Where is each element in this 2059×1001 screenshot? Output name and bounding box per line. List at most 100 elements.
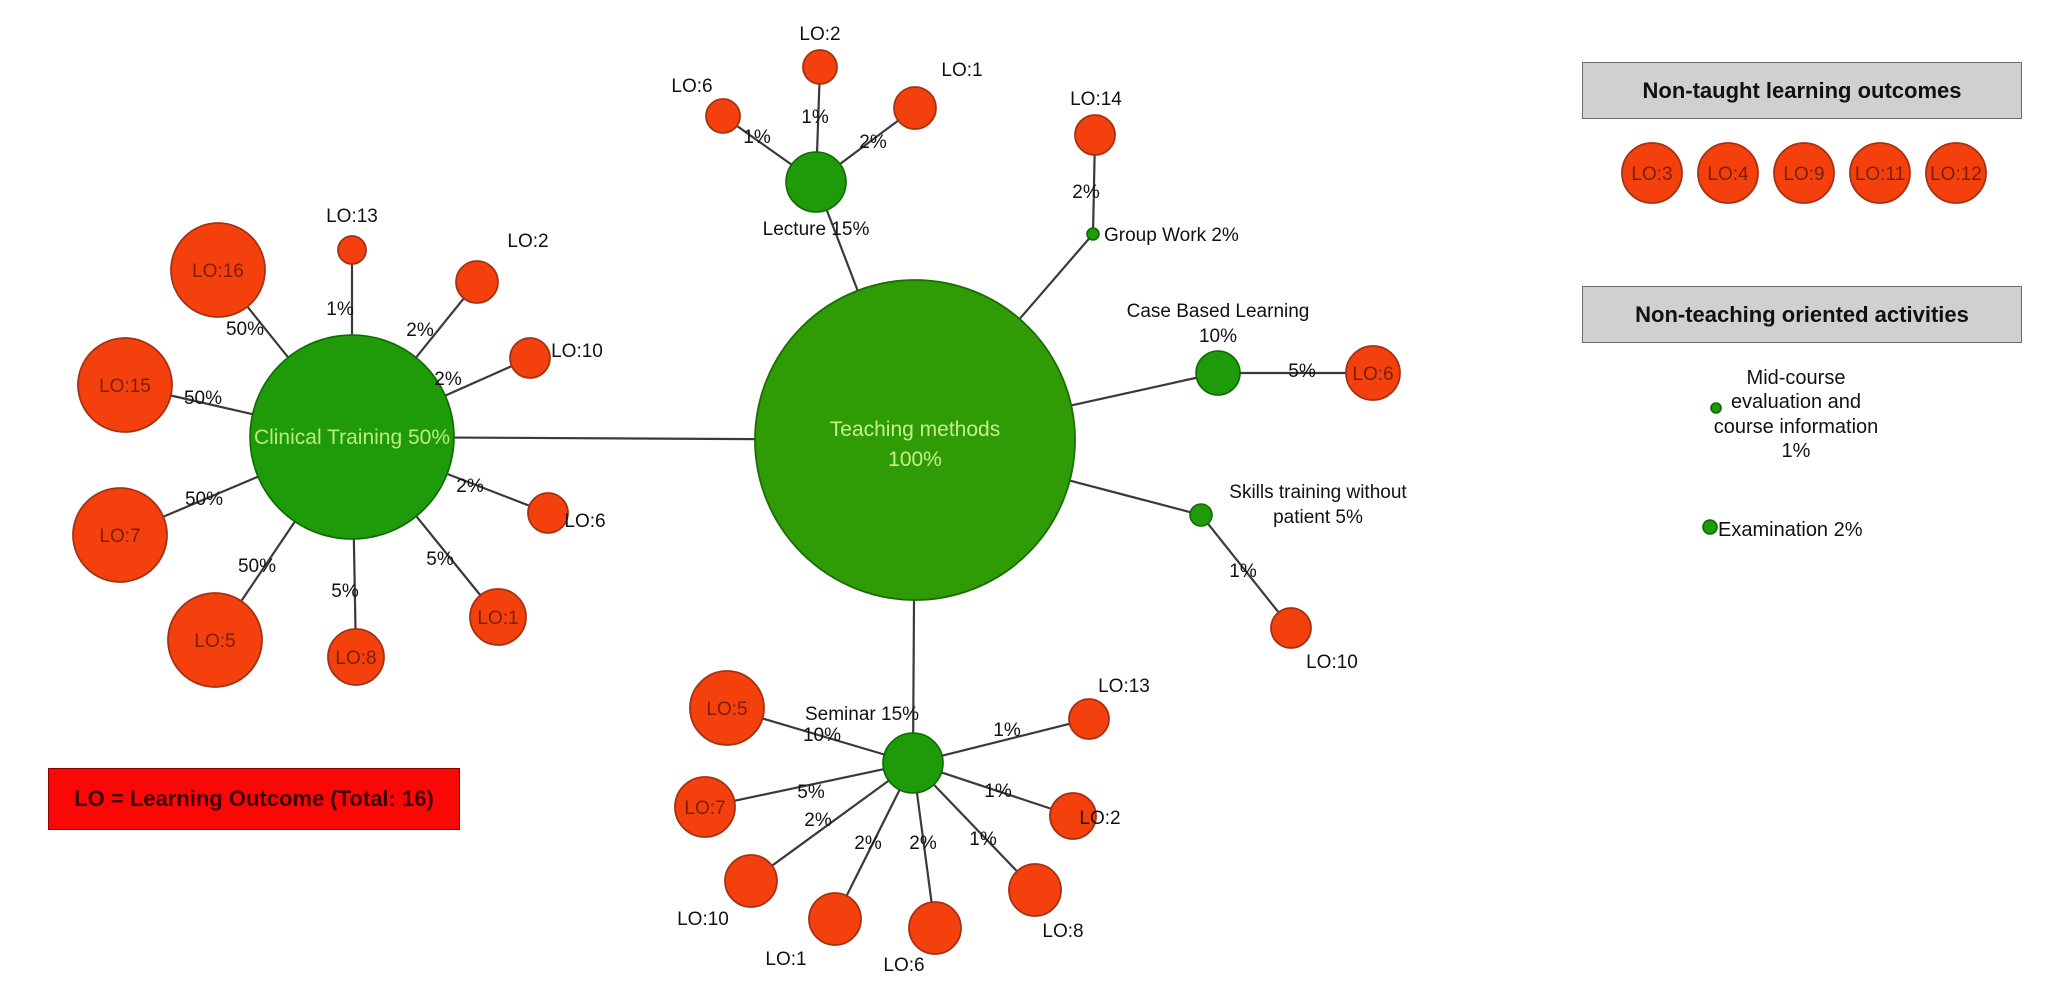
outcome-label-LO1-8: LO:1 <box>477 608 518 629</box>
outcome-label-LO10-15: LO:10 <box>1306 652 1358 673</box>
midcourse-line-2: evaluation and <box>1730 391 1862 414</box>
outcome-node-LO6-7[interactable] <box>527 492 569 534</box>
midcourse-line-1: Mid-course <box>1746 367 1846 389</box>
outcome-node-LO15-1[interactable] <box>77 337 173 433</box>
edge-percent-clinical-training-LO2-5: 2% <box>406 320 434 341</box>
panel-non-taught-learning-outcomes: Non-taught learning outcomes <box>1582 62 2022 119</box>
outcome-node-LO6-10[interactable] <box>705 98 741 134</box>
legend-dot-midcourse[interactable] <box>1710 402 1722 414</box>
edge-percent-seminar-LO1-19: 2% <box>854 833 882 854</box>
outcome-node-LO8-9[interactable] <box>327 628 385 686</box>
outcome-label-LO8-9: LO:8 <box>335 648 376 669</box>
outcome-label-LO6-20: LO:6 <box>883 955 924 976</box>
edge-seminar-LO5-16 <box>762 717 885 756</box>
edge-clinical-training-LO2-5 <box>415 297 465 359</box>
method-node-seminar[interactable] <box>882 732 944 794</box>
outcome-node-LO2-11[interactable] <box>802 49 838 85</box>
edge-clinical-training-LO6-7 <box>446 472 530 507</box>
edge-percent-skills-training-LO10-15: 1% <box>1229 561 1257 582</box>
legend-dot-examination[interactable] <box>1702 519 1718 535</box>
method-node-lecture[interactable] <box>785 151 847 213</box>
outcome-node-LO1-12[interactable] <box>893 86 937 130</box>
edge-seminar-LO10-18 <box>771 779 890 867</box>
outcome-label-LO7-2: LO:7 <box>99 526 140 547</box>
method-label-skills-training: Skills training without <box>1229 482 1407 503</box>
legend-outcome-label-LO11: LO:11 <box>1855 164 1905 185</box>
outcome-node-LO7-2[interactable] <box>72 487 168 583</box>
legend-outcome-node-LO11[interactable] <box>1849 142 1911 204</box>
label-layer: 50% LO:16 50% LO:15 50% LO:7 50% LO:5 1% LO:13 2% L… <box>99 24 1982 976</box>
outcome-node-LO14-13[interactable] <box>1074 114 1116 156</box>
outcome-node-LO13-23[interactable] <box>1068 698 1110 740</box>
outcome-node-LO10-15[interactable] <box>1270 607 1312 649</box>
edge-percent-case-based-learning-LO6-14: 5% <box>1288 361 1316 382</box>
outcome-node-LO6-14[interactable] <box>1345 345 1401 401</box>
outcome-node-LO2-22[interactable] <box>1049 792 1097 840</box>
edge-percent-seminar-LO2-22: 1% <box>984 781 1012 802</box>
legend-outcome-node-LO12[interactable] <box>1925 142 1987 204</box>
edge-root-skills-training <box>1069 479 1191 514</box>
edge-seminar-LO13-23 <box>941 722 1070 757</box>
outcome-node-LO1-8[interactable] <box>469 588 527 646</box>
method-node-skills-training[interactable] <box>1189 503 1213 527</box>
edge-seminar-LO6-20 <box>915 792 933 903</box>
root-label-line2: 100% <box>888 448 942 471</box>
midcourse-line-3: course information <box>1713 415 1879 438</box>
edge-layer <box>162 83 1346 903</box>
edge-lecture-LO6-10 <box>736 124 793 166</box>
legend-outcome-label-LO3: LO:3 <box>1631 164 1672 185</box>
edge-clinical-training-LO7-2 <box>162 475 259 518</box>
legend-outcome-node-LO9[interactable] <box>1773 142 1835 204</box>
outcome-node-LO8-21[interactable] <box>1008 863 1062 917</box>
edge-percent-clinical-training-LO15-1: 50% <box>184 388 222 409</box>
legend-lo-text: LO = Learning Outcome (Total: 16) <box>74 786 434 811</box>
edge-root-case-based-learning <box>1070 376 1197 407</box>
legend-outcome-node-LO3[interactable] <box>1621 142 1683 204</box>
outcome-label-LO5-3: LO:5 <box>194 631 235 652</box>
edge-percent-seminar-LO5-16: 10% <box>803 725 841 746</box>
outcome-label-LO13-23: LO:13 <box>1098 676 1150 697</box>
method-label-lecture: Lecture 15% <box>763 219 870 240</box>
edge-percent-clinical-training-LO8-9: 5% <box>331 581 359 602</box>
outcome-label-LO1-19: LO:1 <box>765 949 806 970</box>
method-node-clinical-training[interactable] <box>249 334 455 540</box>
edge-clinical-training-LO8-9 <box>352 538 357 630</box>
outcome-label-LO6-10: LO:6 <box>671 76 712 97</box>
method-label-seminar: Seminar 15% <box>805 704 919 725</box>
outcome-label-LO6-7: LO:6 <box>564 511 605 532</box>
outcome-node-LO6-20[interactable] <box>908 901 962 955</box>
method-label-clinical-training: Clinical Training 50% <box>254 426 450 449</box>
outcome-label-LO7-17: LO:7 <box>684 798 725 819</box>
edge-percent-seminar-LO8-21: 1% <box>969 829 997 850</box>
outcome-node-LO7-17[interactable] <box>674 776 736 838</box>
outcome-label-LO2-5: LO:2 <box>507 231 548 252</box>
edge-percent-clinical-training-LO6-7: 2% <box>456 476 484 497</box>
outcome-label-LO15-1: LO:15 <box>99 376 151 397</box>
edge-clinical-training-LO16-0 <box>246 305 290 359</box>
outcome-node-LO13-4[interactable] <box>337 235 367 265</box>
outcome-node-LO2-5[interactable] <box>455 260 499 304</box>
edge-clinical-training-LO5-3 <box>240 520 296 602</box>
edge-percent-clinical-training-LO5-3: 50% <box>238 556 276 577</box>
midcourse-line-4: 1% <box>1781 440 1811 463</box>
edge-clinical-training-LO10-6 <box>444 365 513 397</box>
edge-percent-clinical-training-LO1-8: 5% <box>426 549 454 570</box>
legend-outcome-node-LO4[interactable] <box>1697 142 1759 204</box>
method-node-group-work[interactable] <box>1086 227 1100 241</box>
edge-seminar-LO7-17 <box>734 768 884 802</box>
outcome-node-LO5-3[interactable] <box>167 592 263 688</box>
edge-percent-lecture-LO6-10: 1% <box>743 127 771 148</box>
outcome-label-LO16-0: LO:16 <box>192 261 244 282</box>
outcome-node-LO1-19[interactable] <box>808 892 862 946</box>
outcome-label-LO2-11: LO:2 <box>799 24 840 45</box>
outcome-node-LO10-6[interactable] <box>509 337 551 379</box>
outcome-node-LO10-18[interactable] <box>724 854 778 908</box>
outcome-node-LO16-0[interactable] <box>170 222 266 318</box>
outcome-node-LO5-16[interactable] <box>689 670 765 746</box>
edge-root-seminar <box>912 599 916 734</box>
method-node-case-based-learning[interactable] <box>1195 350 1241 396</box>
method-label2-skills-training: patient 5% <box>1273 507 1363 528</box>
edge-percent-clinical-training-LO10-6: 2% <box>434 369 462 390</box>
root-node-teaching-methods[interactable] <box>754 279 1076 601</box>
edge-root-clinical-training <box>453 436 756 441</box>
